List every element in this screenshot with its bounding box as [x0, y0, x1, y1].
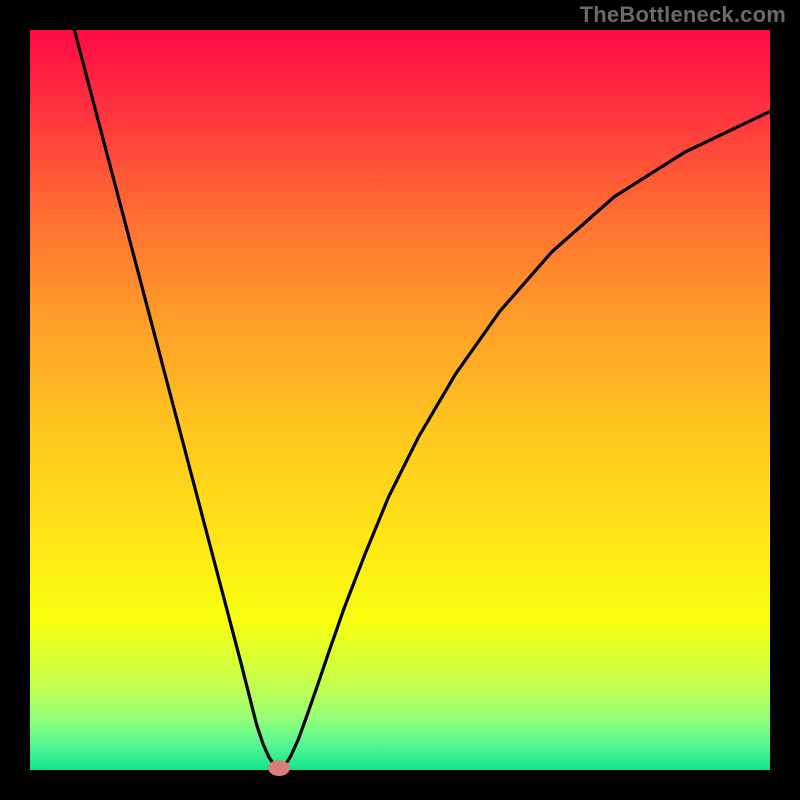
- optimum-point-marker: [268, 760, 290, 776]
- watermark-source-label: TheBottleneck.com: [580, 2, 786, 28]
- bottleneck-chart: [0, 0, 800, 800]
- chart-container: TheBottleneck.com: [0, 0, 800, 800]
- plot-background-gradient: [30, 30, 770, 770]
